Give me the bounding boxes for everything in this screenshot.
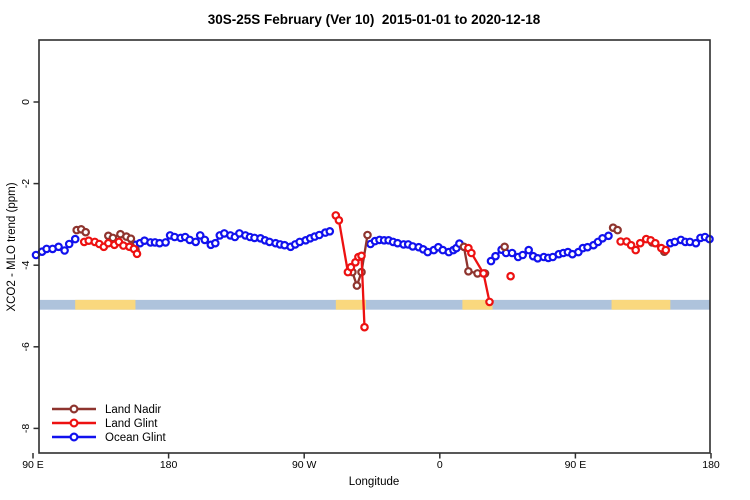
data-point: [604, 231, 613, 241]
data-point: [464, 266, 473, 276]
legend-marker-icon: [69, 404, 79, 414]
legend-marker-icon: [69, 432, 79, 442]
legend-entry-land-glint: Land Glint: [52, 418, 158, 430]
y-axis-label: XCO2 - MLO trend (ppm): [6, 182, 18, 311]
surface-type-band: [39, 299, 710, 310]
plot-box: [38, 39, 711, 454]
band-ocean-segment: [39, 299, 710, 310]
data-point: [691, 238, 701, 248]
data-point: [64, 239, 74, 249]
legend-label: Land Glint: [105, 418, 158, 430]
legend-marker-icon: [69, 418, 79, 428]
data-point: [613, 225, 622, 235]
data-point: [500, 242, 509, 252]
data-point: [334, 216, 344, 225]
data-point: [161, 238, 170, 247]
series-land-glint: [79, 211, 671, 332]
data-point: [191, 237, 201, 247]
y-tick-label: -4: [20, 260, 32, 269]
data-point: [352, 281, 362, 290]
series-land-nadir: [72, 223, 669, 290]
legend: Land Nadir Land Glint Ocean Glint: [52, 404, 167, 444]
data-point: [491, 251, 500, 261]
band-land-segment: [335, 299, 366, 310]
data-point: [479, 269, 488, 278]
data-point: [485, 297, 494, 307]
band-land-segment: [75, 299, 136, 310]
x-tick-label: 180: [160, 459, 178, 471]
data-point: [126, 234, 136, 244]
legend-label: Ocean Glint: [105, 432, 167, 444]
data-point: [360, 322, 369, 332]
data-point: [357, 251, 366, 261]
legend-entry-ocean-glint: Ocean Glint: [52, 432, 167, 444]
data-point: [132, 249, 142, 259]
data-point: [211, 238, 220, 248]
band-land-segment: [611, 299, 671, 310]
data-point: [325, 227, 335, 236]
data-point: [60, 246, 69, 255]
y-tick-label: -8: [20, 424, 32, 433]
y-tick-label: 0: [20, 99, 32, 105]
legend-entry-land-nadir: Land Nadir: [52, 404, 161, 416]
data-point: [70, 234, 80, 244]
data-point: [650, 238, 660, 248]
data-point: [635, 238, 645, 248]
data-point: [54, 242, 63, 252]
data-point: [524, 245, 534, 255]
data-point: [200, 235, 210, 245]
data-point: [518, 250, 528, 260]
data-point: [81, 227, 91, 237]
data-point: [631, 245, 641, 255]
data-point: [467, 248, 476, 258]
axes-layer: 90 E 180 90 W 0 90 E 180 0 -2 -4 -6 -8: [20, 39, 720, 471]
legend-label: Land Nadir: [105, 404, 161, 416]
x-tick-label: 90 W: [292, 459, 317, 471]
x-tick-label: 90 E: [565, 459, 587, 471]
data-point: [346, 262, 356, 272]
chart-title: 30S-25S February (Ver 10) 2015-01-01 to …: [208, 12, 541, 27]
band-land-segment: [462, 299, 493, 310]
x-tick-label: 0: [437, 459, 443, 471]
x-axis-label: Longitude: [349, 476, 400, 488]
data-series-layer: [31, 211, 714, 332]
x-tick-label: 90 E: [22, 459, 44, 471]
x-tick-label: 180: [702, 459, 720, 471]
y-tick-label: -2: [20, 179, 32, 188]
data-point: [661, 245, 671, 255]
data-point: [507, 248, 517, 258]
series-ocean-glint: [31, 227, 714, 266]
data-point: [486, 256, 496, 266]
data-point: [363, 230, 372, 240]
data-point: [626, 240, 636, 250]
y-tick-label: -6: [20, 342, 32, 351]
data-point: [506, 271, 515, 281]
